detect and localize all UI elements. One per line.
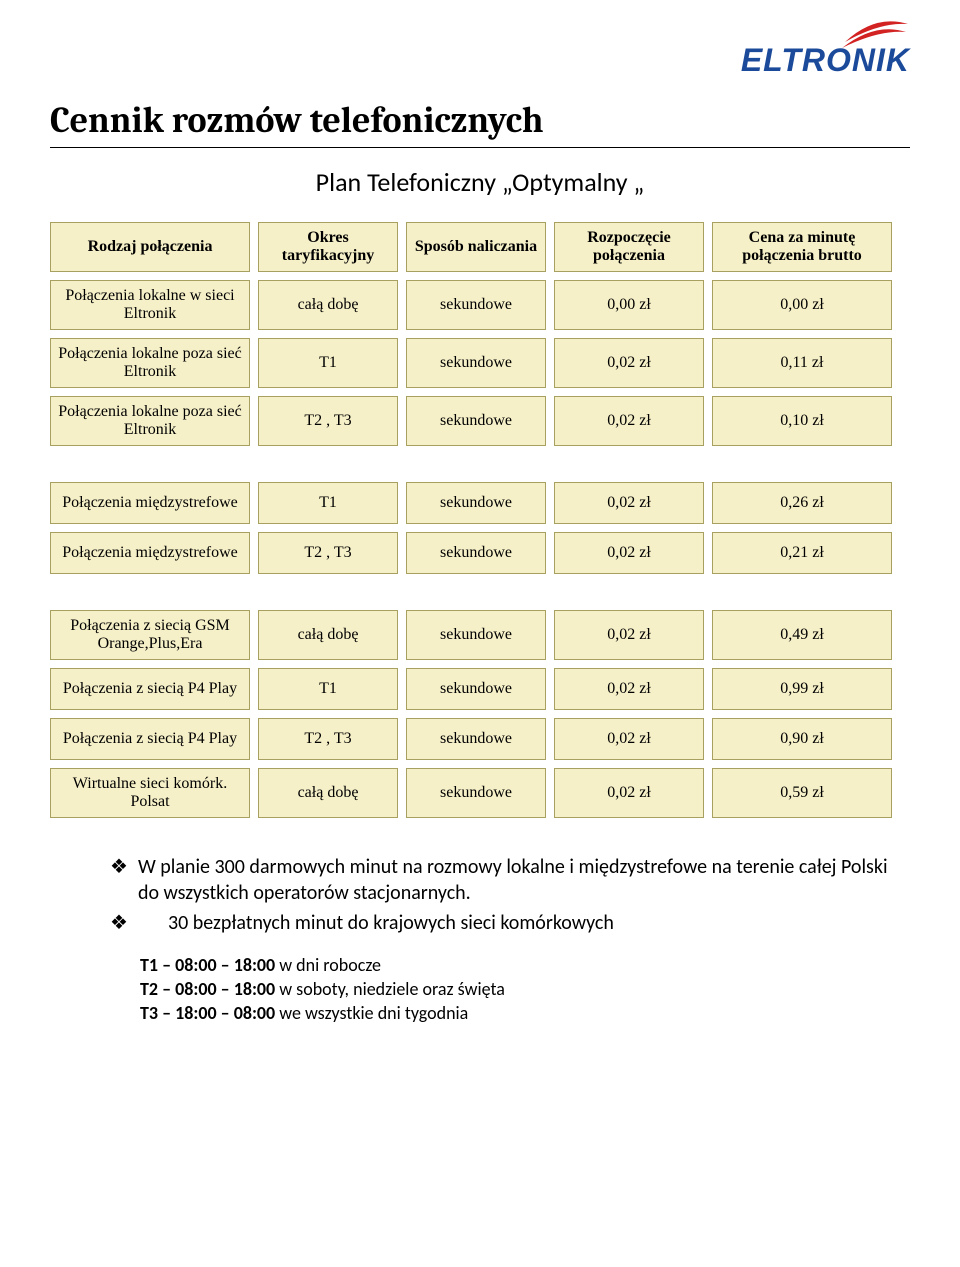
cell-period: T1 [258,338,398,388]
cell-start: 0,02 zł [554,396,704,446]
cell-start: 0,02 zł [554,718,704,760]
legend-label: T1 – 08:00 – 18:00 [140,954,275,976]
brand-logo: ELTRONIK [650,20,910,80]
legend-label: T3 – 18:00 – 08:00 [140,1002,275,1024]
cell-price: 0,99 zł [712,668,892,710]
title-rule [50,147,910,148]
plan-notes: ❖ W planie 300 darmowych minut na rozmow… [110,854,910,936]
cell-start: 0,02 zł [554,768,704,818]
cell-type: Połączenia lokalne poza sieć Eltronik [50,396,250,446]
legend-line: T2 – 08:00 – 18:00 w soboty, niedziele o… [140,978,910,1000]
cell-period: całą dobę [258,610,398,660]
plan-subtitle: Plan Telefoniczny „Optymalny „ [50,166,910,198]
cell-start: 0,02 zł [554,338,704,388]
legend-rest: w soboty, niedziele oraz święta [275,978,505,1000]
pricing-table-block-1: Rodzaj połączenia Okres taryfikacyjny Sp… [50,222,910,446]
cell-type: Wirtualne sieci komórk. Polsat [50,768,250,818]
cell-billing: sekundowe [406,718,546,760]
cell-price: 0,00 zł [712,280,892,330]
table-row: Połączenia lokalne poza sieć Eltronik T2… [50,396,910,446]
note-text: 30 bezpłatnych minut do krajowych sieci … [168,910,614,936]
cell-billing: sekundowe [406,338,546,388]
cell-price: 0,90 zł [712,718,892,760]
cell-type: Połączenia międzystrefowe [50,482,250,524]
table-row: Wirtualne sieci komórk. Polsat całą dobę… [50,768,910,818]
legend-line: T3 – 18:00 – 08:00 we wszystkie dni tygo… [140,1002,910,1024]
cell-start: 0,02 zł [554,482,704,524]
col-header-billing: Sposób naliczania [406,222,546,272]
cell-type: Połączenia z siecią P4 Play [50,718,250,760]
cell-billing: sekundowe [406,532,546,574]
table-row: Połączenia międzystrefowe T2 , T3 sekund… [50,532,910,574]
cell-price: 0,21 zł [712,532,892,574]
col-header-price: Cena za minutę połączenia brutto [712,222,892,272]
cell-type: Połączenia międzystrefowe [50,532,250,574]
table-row: Połączenia z siecią P4 Play T1 sekundowe… [50,668,910,710]
cell-start: 0,00 zł [554,280,704,330]
cell-period: T2 , T3 [258,396,398,446]
tariff-legend: T1 – 08:00 – 18:00 w dni robocze T2 – 08… [140,954,910,1024]
cell-period: całą dobę [258,280,398,330]
cell-period: całą dobę [258,768,398,818]
cell-type: Połączenia lokalne poza sieć Eltronik [50,338,250,388]
legend-line: T1 – 08:00 – 18:00 w dni robocze [140,954,910,976]
table-row: Połączenia lokalne w sieci Eltronik całą… [50,280,910,330]
diamond-bullet-icon: ❖ [110,910,128,936]
table-row: Połączenia międzystrefowe T1 sekundowe 0… [50,482,910,524]
cell-price: 0,11 zł [712,338,892,388]
cell-period: T1 [258,482,398,524]
table-row: Połączenia z siecią P4 Play T2 , T3 seku… [50,718,910,760]
cell-billing: sekundowe [406,668,546,710]
legend-rest: we wszystkie dni tygodnia [275,1002,468,1024]
diamond-bullet-icon: ❖ [110,854,128,880]
cell-period: T2 , T3 [258,532,398,574]
col-header-type: Rodzaj połączenia [50,222,250,272]
cell-price: 0,49 zł [712,610,892,660]
table-header-row: Rodzaj połączenia Okres taryfikacyjny Sp… [50,222,910,272]
cell-start: 0,02 zł [554,668,704,710]
table-row: Połączenia lokalne poza sieć Eltronik T1… [50,338,910,388]
cell-start: 0,02 zł [554,610,704,660]
legend-label: T2 – 08:00 – 18:00 [140,978,275,1000]
cell-billing: sekundowe [406,610,546,660]
legend-rest: w dni robocze [275,954,381,976]
note-item: ❖ 30 bezpłatnych minut do krajowych siec… [110,910,910,936]
cell-billing: sekundowe [406,280,546,330]
cell-billing: sekundowe [406,768,546,818]
cell-price: 0,10 zł [712,396,892,446]
table-row: Połączenia z siecią GSM Orange,Plus,Era … [50,610,910,660]
note-text: W planie 300 darmowych minut na rozmowy … [138,854,910,906]
cell-period: T1 [258,668,398,710]
cell-billing: sekundowe [406,482,546,524]
pricing-table-block-2: Połączenia międzystrefowe T1 sekundowe 0… [50,482,910,574]
cell-price: 0,59 zł [712,768,892,818]
cell-type: Połączenia lokalne w sieci Eltronik [50,280,250,330]
logo-text: ELTRONIK [741,42,910,79]
cell-price: 0,26 zł [712,482,892,524]
col-header-start: Rozpoczęcie połączenia [554,222,704,272]
page-title: Cennik rozmów telefonicznych [50,100,910,141]
cell-billing: sekundowe [406,396,546,446]
pricing-table-block-3: Połączenia z siecią GSM Orange,Plus,Era … [50,610,910,818]
cell-type: Połączenia z siecią P4 Play [50,668,250,710]
cell-period: T2 , T3 [258,718,398,760]
cell-type: Połączenia z siecią GSM Orange,Plus,Era [50,610,250,660]
col-header-period: Okres taryfikacyjny [258,222,398,272]
note-item: ❖ W planie 300 darmowych minut na rozmow… [110,854,910,906]
cell-start: 0,02 zł [554,532,704,574]
